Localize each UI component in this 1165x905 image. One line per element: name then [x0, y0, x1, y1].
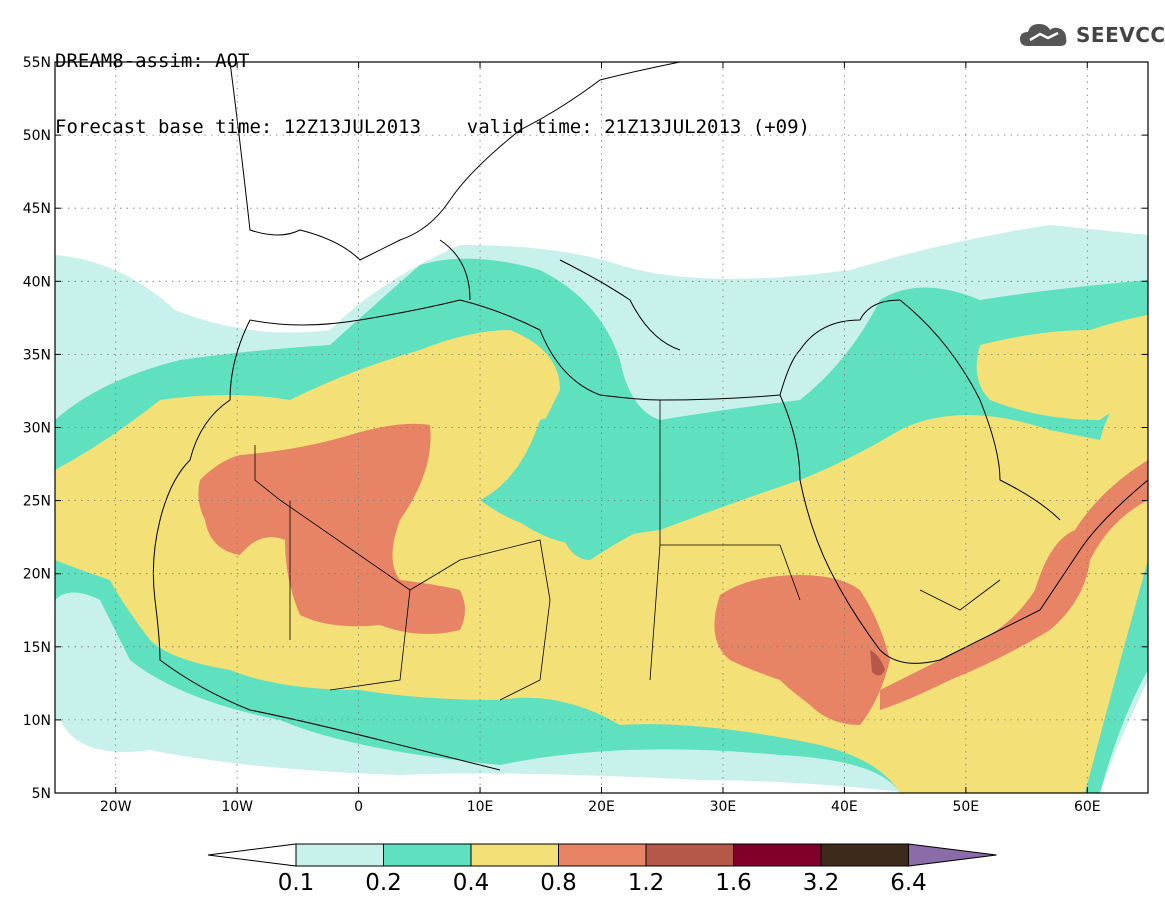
- aot-field-1.2: [870, 650, 885, 676]
- aot-field-0.8-sudan: [714, 575, 890, 725]
- aot-contour-fields: [55, 225, 1148, 793]
- lat-label: 30N: [23, 421, 51, 437]
- lon-label: 0: [354, 799, 363, 815]
- lat-label: 50N: [23, 128, 51, 144]
- lat-label: 55N: [23, 55, 51, 71]
- seevccc-logo: SEEVCCC: [1018, 20, 1165, 50]
- colorbar-label: 0.4: [453, 870, 490, 896]
- lat-label: 5N: [32, 786, 51, 802]
- graticule: [55, 62, 1148, 793]
- lon-label: 10W: [221, 799, 253, 815]
- colorbar-label: 0.1: [278, 870, 315, 896]
- lon-label: 20E: [588, 799, 615, 815]
- latitude-labels: 55N 50N 45N 40N 35N 30N 25N 20N 15N 10N 5N: [23, 55, 51, 802]
- aot-colorbar: [207, 843, 997, 867]
- aot-field-0.2-central: [480, 410, 660, 560]
- colorbar-segment: [820, 843, 909, 867]
- lat-label: 25N: [23, 494, 51, 510]
- colorbar-label: 1.6: [715, 870, 752, 896]
- lat-label: 10N: [23, 713, 51, 729]
- colorbar-segment: [295, 843, 384, 867]
- axis-ticks: [55, 61, 1148, 794]
- cloud-logo-icon: [1020, 24, 1067, 46]
- lon-label: 10E: [467, 799, 494, 815]
- lon-label: 40E: [831, 799, 858, 815]
- lon-label: 30E: [710, 799, 737, 815]
- colorbar-label: 0.2: [365, 870, 402, 896]
- colorbar-label: 0.8: [540, 870, 577, 896]
- colorbar-segment: [383, 843, 472, 867]
- aot-field-0.4-east: [976, 315, 1148, 420]
- lat-label: 40N: [23, 274, 51, 290]
- colorbar-segment: [558, 843, 647, 867]
- colorbar-segment: [733, 843, 822, 867]
- lat-label: 35N: [23, 347, 51, 363]
- aot-field-0.8-arabia: [880, 460, 1148, 710]
- colorbar-low-triangle: [207, 843, 297, 867]
- colorbar-segment: [470, 843, 559, 867]
- title-line-1: DREAM8-assim: AOT: [55, 50, 250, 72]
- colorbar-labels: 0.1 0.2 0.4 0.8 1.2 1.6 3.2 6.4: [278, 870, 927, 896]
- colorbar-label: 6.4: [890, 870, 927, 896]
- longitude-labels: 20W 10W 0 10E 20E 30E 40E 50E 60E: [100, 799, 1101, 815]
- lon-label: 60E: [1074, 799, 1101, 815]
- logo-text: SEEVCCC: [1076, 23, 1165, 47]
- lat-label: 15N: [23, 640, 51, 656]
- coastlines: [152, 62, 1148, 771]
- colorbar-label: 3.2: [803, 870, 840, 896]
- lat-label: 45N: [23, 201, 51, 217]
- lon-label: 50E: [952, 799, 979, 815]
- lon-label: 20W: [100, 799, 132, 815]
- colorbar-high-triangle: [908, 843, 997, 867]
- colorbar-label: 1.2: [628, 870, 665, 896]
- title-line-2: Forecast base time: 12Z13JUL2013 valid t…: [55, 116, 810, 138]
- lat-label: 20N: [23, 567, 51, 583]
- country-borders: [254, 400, 1001, 701]
- colorbar-segment: [645, 843, 734, 867]
